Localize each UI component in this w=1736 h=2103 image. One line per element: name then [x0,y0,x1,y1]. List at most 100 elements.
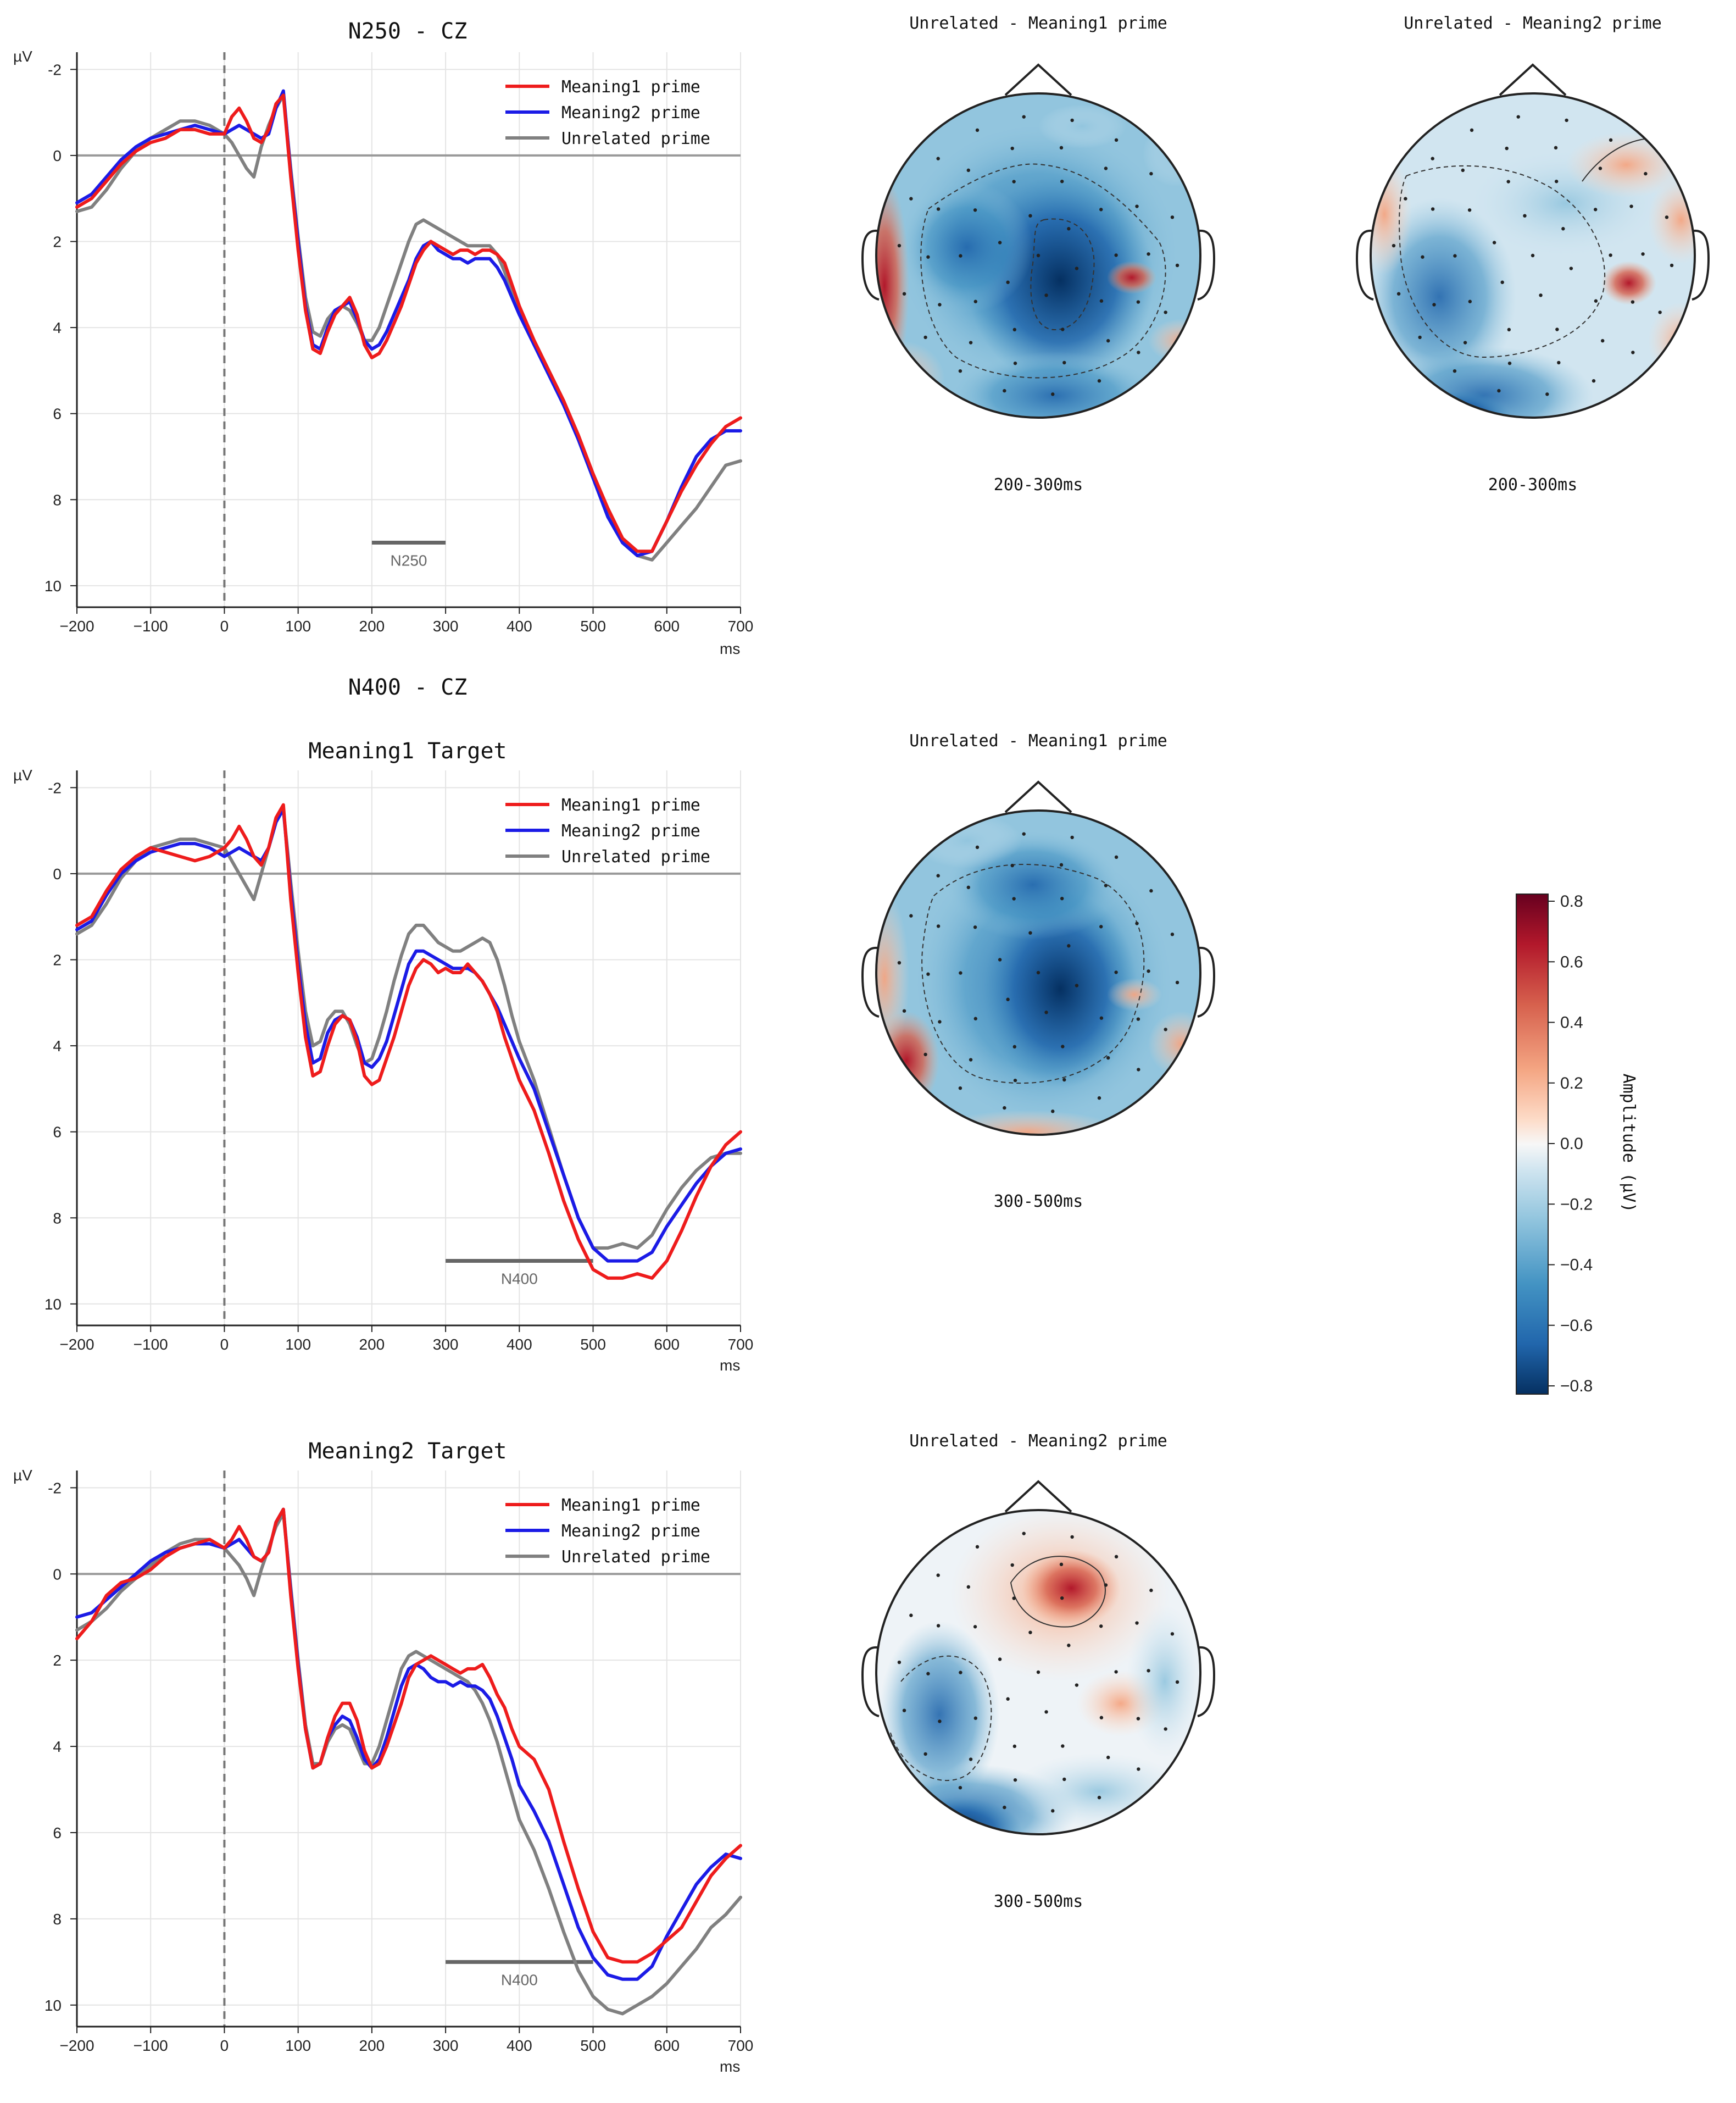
x-axis-unit: ms [720,2058,740,2075]
series-line-unrelated [75,1512,742,2016]
x-tick-label: 200 [359,1336,385,1353]
electrode-dot [1070,835,1074,840]
x-tick-label: 0 [220,618,229,635]
electrode-dot [1453,369,1457,373]
erp-panel-meaning2-target: Meaning2 Target µV ms -2 0 2 4 6 8 10 −200 −100… [13,1439,753,2075]
electrode-dot [966,168,971,173]
time-window-label: 300-500ms [994,1192,1083,1211]
electrode-dot [958,1785,962,1790]
electrode-dot [936,874,940,878]
electrode-dot [1060,896,1064,901]
y-tick-label: 0 [53,1566,62,1583]
electrode-dot [969,1058,973,1062]
x-tick-label: 200 [359,618,385,635]
electrode-dot [1060,1596,1064,1600]
electrode-dot [909,197,913,201]
y-tick-label: -2 [48,61,62,78]
electrode-dot [1059,863,1064,867]
head-nose [1004,780,1072,813]
y-tick-label: 8 [53,1209,62,1227]
chart-title: Meaning2 Target [308,1439,507,1464]
head-outline [875,92,1201,419]
y-tick-label: 4 [53,319,62,336]
x-tick-label: 0 [220,1336,229,1353]
electrode-dot [1114,1670,1118,1674]
electrode-dot [1059,146,1064,150]
electrode-dot [1164,1028,1167,1031]
x-ticks: −200 −100 0 100 200 300 400 500 600 700 [59,607,753,635]
electrode-dot [973,208,977,212]
x-tick-label: −100 [133,2037,168,2054]
electrode-dot [1569,267,1573,270]
legend-label-meaning2: Meaning2 prime [561,822,700,841]
y-tick-label: -2 [48,1479,62,1496]
electrode-dot [926,1672,930,1675]
electrode-dot [998,1657,1002,1661]
electrode-dot [1149,889,1153,893]
electrode-dot [1561,227,1565,231]
x-tick-label: 100 [285,618,311,635]
electrodes-2 [1392,115,1674,396]
head-outline [1370,92,1696,419]
electrode-dot [1070,118,1074,123]
head-ear-left [1355,229,1374,301]
x-tick-label: 100 [285,1336,311,1353]
electrode-dot [1631,351,1635,354]
y-axis-unit: µV [13,48,32,65]
x-tick-label: 500 [580,1336,606,1353]
electrode-dot [1164,310,1167,314]
y-ticks: -2 0 2 4 6 8 10 [44,1479,77,2014]
electrode-dot [936,924,941,928]
x-tick-label: 400 [507,618,532,635]
head-ear-left [861,229,880,301]
window-label: N400 [501,1971,538,1988]
electrode-dot [1010,146,1014,151]
x-tick-label: 200 [359,2037,385,2054]
series-lines [75,1507,742,2016]
colorbar-gradient [1516,894,1549,1395]
electrode-dot [1641,252,1645,256]
electrode-dot [1600,339,1605,343]
electrode-dot [1175,980,1179,985]
x-axis-unit: ms [720,640,740,657]
electrode-dot [1061,328,1065,331]
electrode-dot [1028,1630,1032,1634]
electrode-dot [1147,252,1150,256]
x-tick-label: 700 [728,2037,754,2054]
colorbar-tick-label: 0.2 [1560,1074,1583,1092]
colorbar-tick-label: 0.6 [1560,953,1583,971]
electrode-dot [1644,171,1648,176]
electrode-dot [1594,299,1598,303]
electrode-dot [958,369,962,373]
electrode-dot [1545,392,1549,396]
electrode-dot [1097,1096,1101,1100]
y-tick-label: 4 [53,1037,62,1055]
electrode-dot [1461,168,1465,173]
chart-title: N250 - CZ [348,19,468,44]
electrode-dot [1104,884,1108,887]
erp-panel-n250: N250 - CZ µV ms -2 0 2 4 6 8 10 −200 −100 0 100 20… [13,19,753,657]
electrode-dot [902,292,906,296]
y-axis-unit: µV [13,767,32,784]
electrode-dot [1149,1588,1153,1592]
electrode-dot [1012,897,1016,901]
topomap-1: Unrelated - Meaning1 prime 200-300ms [861,14,1216,495]
electrode-dot [1067,1644,1071,1647]
topomap-surface [876,93,1200,418]
y-tick-label: -2 [48,779,62,796]
x-ticks: −200 −100 0 100 200 300 400 500 600 700 [59,1325,753,1353]
electrode-dot [1106,339,1110,343]
electrode-dot [936,157,940,160]
electrode-dot [1013,1078,1017,1083]
electrode-dot [902,1009,906,1013]
x-ticks: −200 −100 0 100 200 300 400 500 600 700 [59,2027,753,2054]
electrode-dot [1114,253,1118,257]
electrode-dot [1396,292,1401,296]
y-tick-label: 6 [53,406,62,423]
x-tick-label: 500 [580,618,606,635]
electrode-dot [1067,227,1071,231]
legend-label-unrelated: Unrelated prime [561,129,710,148]
electrode-dot [1036,1670,1041,1674]
electrode-dot [1012,180,1016,184]
electrode-dot [1044,1710,1048,1714]
